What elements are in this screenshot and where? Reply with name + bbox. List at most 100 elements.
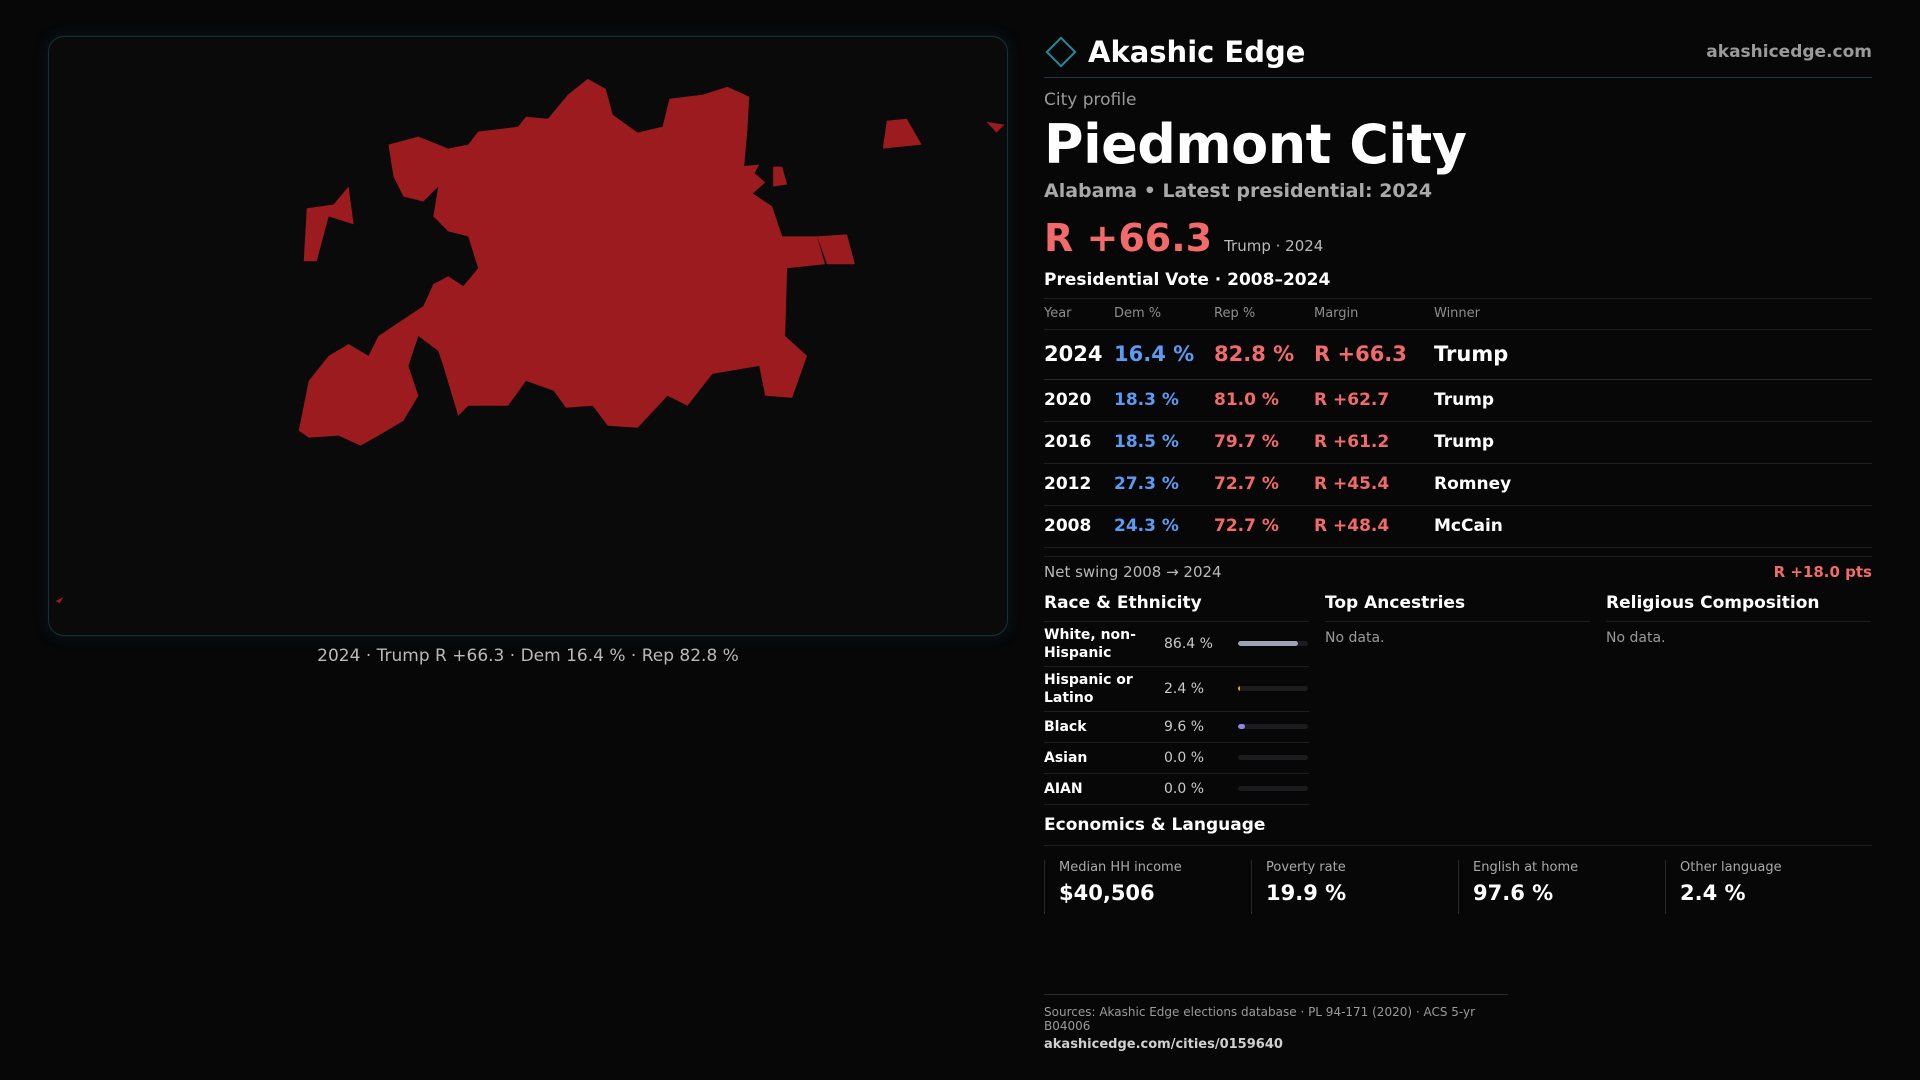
demographics-columns: Race & Ethnicity White, non-Hispanic 86.… xyxy=(1044,588,1872,805)
brand: Akashic Edge xyxy=(1044,35,1305,69)
city-boundary-map xyxy=(55,78,1005,604)
net-swing-row: Net swing 2008 → 2024 R +18.0 pts xyxy=(1044,555,1872,584)
race-value: 86.4 % xyxy=(1164,635,1213,652)
race-label: Hispanic or Latino xyxy=(1044,671,1133,706)
city-boundary-fragment xyxy=(737,164,760,187)
economics-section-title: Economics & Language xyxy=(1044,815,1872,846)
econ-label: Poverty rate xyxy=(1266,859,1346,875)
ancestries-section: Top Ancestries No data. xyxy=(1325,588,1590,805)
city-boundary-fragment xyxy=(817,234,855,265)
race-bar xyxy=(1238,755,1308,760)
cell-margin: R +62.7 xyxy=(1314,379,1434,422)
sources-text: Sources: Akashic Edge elections database… xyxy=(1044,1005,1476,1033)
cell-margin: R +66.3 xyxy=(1314,329,1434,380)
presidential-vote-table: Year Dem % Rep % Margin Winner 2024 16.4… xyxy=(1044,299,1872,548)
ancestries-section-title: Top Ancestries xyxy=(1325,588,1590,622)
econ-cell-other-language: Other language 2.4 % xyxy=(1665,859,1872,914)
city-boundary-fragment xyxy=(757,316,774,333)
race-bar xyxy=(1238,724,1308,729)
table-row: 2008 24.3 % 72.7 % R +48.4 McCain xyxy=(1044,505,1872,548)
cell-year: 2008 xyxy=(1044,505,1114,548)
city-boundary-fragment xyxy=(986,121,1005,133)
city-map[interactable] xyxy=(48,36,1008,636)
net-swing-value: R +18.0 pts xyxy=(1773,563,1872,581)
religion-section: Religious Composition No data. xyxy=(1606,588,1871,805)
table-row: 2016 18.5 % 79.7 % R +61.2 Trump xyxy=(1044,421,1872,464)
religion-section-title: Religious Composition xyxy=(1606,588,1871,622)
sources-footer: Sources: Akashic Edge elections database… xyxy=(1044,994,1508,1052)
headline-margin: R +66.3 xyxy=(1044,216,1213,260)
cell-year: 2024 xyxy=(1044,329,1114,380)
vote-section-title: Presidential Vote · 2008–2024 xyxy=(1044,270,1872,299)
race-bar-fill xyxy=(1238,686,1241,691)
econ-value: $40,506 xyxy=(1059,880,1155,905)
cell-winner: Romney xyxy=(1434,463,1872,506)
race-row: Hispanic or Latino 2.4 % xyxy=(1044,667,1309,712)
race-bar xyxy=(1238,786,1308,791)
cell-year: 2016 xyxy=(1044,421,1114,464)
race-label: Asian xyxy=(1044,749,1088,766)
cell-margin: R +45.4 xyxy=(1314,463,1434,506)
race-label: Black xyxy=(1044,718,1087,735)
econ-label: English at home xyxy=(1473,859,1579,875)
econ-cell-poverty: Poverty rate 19.9 % xyxy=(1251,859,1458,914)
cell-winner: McCain xyxy=(1434,505,1872,548)
cell-rep: 81.0 % xyxy=(1214,379,1314,422)
city-boundary-fragment xyxy=(882,118,922,149)
city-boundary-fragment xyxy=(478,226,528,262)
race-label: White, non-Hispanic xyxy=(1044,626,1136,661)
econ-label: Other language xyxy=(1680,859,1782,875)
race-value: 0.0 % xyxy=(1164,749,1205,766)
cell-margin: R +48.4 xyxy=(1314,505,1434,548)
econ-label: Median HH income xyxy=(1059,859,1182,875)
econ-value: 97.6 % xyxy=(1473,880,1554,905)
race-bar xyxy=(1238,686,1308,691)
page-title: Piedmont City xyxy=(1044,113,1467,176)
race-section-title: Race & Ethnicity xyxy=(1044,588,1309,622)
cell-dem: 18.3 % xyxy=(1114,379,1214,422)
brand-url-link[interactable]: akashicedge.com xyxy=(1706,41,1872,62)
cell-winner: Trump xyxy=(1434,421,1872,464)
race-row: White, non-Hispanic 86.4 % xyxy=(1044,622,1309,667)
religion-empty: No data. xyxy=(1606,629,1666,646)
col-header-winner: Winner xyxy=(1434,299,1872,330)
race-value: 0.0 % xyxy=(1164,780,1205,797)
col-header-margin: Margin xyxy=(1314,299,1434,330)
cell-year: 2020 xyxy=(1044,379,1114,422)
race-bar-fill xyxy=(1238,641,1299,646)
econ-cell-income: Median HH income $40,506 xyxy=(1044,859,1251,914)
table-row: 2024 16.4 % 82.8 % R +66.3 Trump xyxy=(1044,329,1872,380)
ancestries-empty: No data. xyxy=(1325,629,1385,646)
race-row: Black 9.6 % xyxy=(1044,712,1309,743)
cell-rep: 79.7 % xyxy=(1214,421,1314,464)
table-header-row: Year Dem % Rep % Margin Winner xyxy=(1044,299,1872,330)
city-boundary-fragment xyxy=(55,597,64,604)
city-permalink[interactable]: akashicedge.com/cities/0159640 xyxy=(1044,1037,1283,1052)
col-header-rep: Rep % xyxy=(1214,299,1314,330)
cell-dem: 18.5 % xyxy=(1114,421,1214,464)
col-header-year: Year xyxy=(1044,299,1114,330)
econ-value: 2.4 % xyxy=(1680,880,1746,905)
race-ethnicity-section: Race & Ethnicity White, non-Hispanic 86.… xyxy=(1044,588,1309,805)
cell-year: 2012 xyxy=(1044,463,1114,506)
cell-dem: 27.3 % xyxy=(1114,463,1214,506)
race-value: 9.6 % xyxy=(1164,718,1205,735)
cell-dem: 16.4 % xyxy=(1114,329,1214,380)
race-label: AIAN xyxy=(1044,780,1083,797)
econ-cell-english: English at home 97.6 % xyxy=(1458,859,1665,914)
race-row: Asian 0.0 % xyxy=(1044,743,1309,774)
cell-dem: 24.3 % xyxy=(1114,505,1214,548)
table-row: 2012 27.3 % 72.7 % R +45.4 Romney xyxy=(1044,463,1872,506)
race-value: 2.4 % xyxy=(1164,680,1205,697)
headline-result: R +66.3 Trump · 2024 xyxy=(1044,216,1872,260)
cell-margin: R +61.2 xyxy=(1314,421,1434,464)
city-boundary-fragment xyxy=(773,166,788,187)
headline-note: Trump · 2024 xyxy=(1224,237,1324,255)
map-caption: 2024 · Trump R +66.3 · Dem 16.4 % · Rep … xyxy=(317,646,739,666)
brand-name: Akashic Edge xyxy=(1088,34,1306,69)
race-row: AIAN 0.0 % xyxy=(1044,774,1309,805)
city-subtitle: Alabama • Latest presidential: 2024 xyxy=(1044,180,1433,202)
cell-rep: 72.7 % xyxy=(1214,463,1314,506)
cell-rep: 72.7 % xyxy=(1214,505,1314,548)
econ-value: 19.9 % xyxy=(1266,880,1347,905)
